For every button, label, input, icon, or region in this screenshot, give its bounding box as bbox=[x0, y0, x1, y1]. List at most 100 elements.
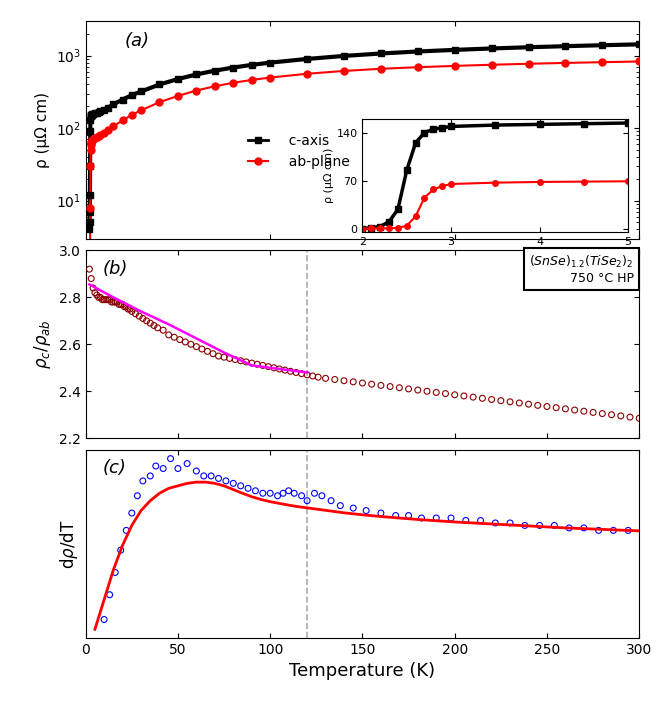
Point bbox=[403, 383, 414, 395]
Point bbox=[297, 490, 307, 501]
Point bbox=[597, 408, 608, 419]
Point bbox=[163, 329, 174, 341]
Point bbox=[198, 470, 209, 482]
Point bbox=[191, 465, 202, 477]
Point bbox=[134, 311, 144, 322]
Point bbox=[224, 353, 235, 364]
Point bbox=[486, 394, 497, 405]
Point bbox=[326, 495, 336, 506]
Point bbox=[335, 500, 345, 511]
Point bbox=[348, 376, 358, 388]
Point bbox=[138, 313, 148, 324]
Point bbox=[169, 332, 179, 343]
Point bbox=[606, 409, 617, 421]
Point bbox=[519, 520, 530, 531]
Point bbox=[477, 393, 488, 404]
Point bbox=[99, 614, 109, 625]
Point bbox=[92, 290, 102, 301]
Point bbox=[121, 525, 132, 536]
Point bbox=[449, 389, 460, 400]
Point bbox=[110, 297, 121, 308]
Point bbox=[110, 567, 121, 578]
Point bbox=[141, 315, 152, 327]
Point bbox=[127, 508, 137, 519]
Point bbox=[579, 406, 589, 417]
Point bbox=[158, 325, 169, 336]
Point bbox=[250, 485, 261, 496]
Point bbox=[119, 301, 130, 313]
Point bbox=[514, 397, 525, 409]
Point bbox=[490, 517, 501, 529]
Point bbox=[623, 525, 633, 536]
Point bbox=[86, 273, 96, 284]
Text: $(SnSe)_{1.2}(TiSe_2)_2$
750 °C HP: $(SnSe)_{1.2}(TiSe_2)_2$ 750 °C HP bbox=[529, 254, 634, 285]
Point bbox=[376, 508, 386, 519]
X-axis label: Temperature (K): Temperature (K) bbox=[289, 662, 436, 681]
Legend:   c-axis,   ab-plane: c-axis, ab-plane bbox=[242, 128, 355, 175]
Point bbox=[196, 343, 207, 355]
Point bbox=[95, 292, 105, 303]
Point bbox=[243, 483, 253, 494]
Point bbox=[560, 403, 571, 414]
Point bbox=[130, 308, 141, 320]
Point bbox=[117, 299, 128, 310]
Point bbox=[549, 520, 559, 531]
Point bbox=[221, 475, 231, 486]
Point bbox=[235, 355, 246, 367]
Point bbox=[416, 512, 427, 524]
Point bbox=[150, 461, 161, 472]
Point bbox=[468, 392, 478, 403]
Point bbox=[289, 488, 299, 499]
Point bbox=[459, 390, 469, 402]
Point bbox=[145, 318, 156, 329]
Point bbox=[115, 299, 126, 310]
Point bbox=[186, 339, 196, 350]
Point bbox=[431, 512, 442, 524]
Point bbox=[152, 322, 163, 334]
Point bbox=[125, 304, 135, 315]
Point bbox=[263, 361, 273, 372]
Point bbox=[616, 410, 626, 421]
Point bbox=[475, 515, 486, 526]
Point bbox=[593, 525, 604, 536]
Point bbox=[208, 348, 218, 360]
Point bbox=[90, 287, 100, 298]
Point bbox=[309, 488, 320, 499]
Point bbox=[348, 503, 358, 514]
Point bbox=[113, 299, 124, 310]
Point bbox=[206, 470, 216, 482]
Point bbox=[496, 395, 506, 407]
Point bbox=[431, 387, 442, 398]
Point bbox=[302, 495, 312, 506]
Point bbox=[258, 360, 268, 371]
Point bbox=[291, 367, 301, 378]
Point bbox=[532, 400, 543, 411]
Point bbox=[272, 490, 283, 501]
Point bbox=[228, 478, 239, 489]
Point bbox=[269, 362, 279, 374]
Point bbox=[320, 373, 331, 384]
Point bbox=[579, 522, 589, 533]
Point bbox=[101, 294, 111, 306]
Point bbox=[214, 350, 224, 362]
Point bbox=[534, 520, 545, 531]
Point bbox=[149, 320, 159, 331]
Point bbox=[97, 294, 107, 306]
Point bbox=[366, 379, 377, 390]
Point bbox=[278, 488, 289, 499]
Point bbox=[394, 382, 405, 393]
Point bbox=[403, 510, 414, 521]
Point bbox=[313, 372, 324, 383]
Point bbox=[422, 386, 432, 397]
Point bbox=[115, 545, 126, 556]
Point bbox=[138, 475, 148, 486]
Point bbox=[385, 381, 395, 392]
Point bbox=[390, 510, 401, 521]
Point bbox=[316, 490, 327, 501]
Point bbox=[99, 294, 109, 306]
Point bbox=[297, 368, 307, 379]
Point bbox=[413, 384, 423, 395]
Text: (a): (a) bbox=[125, 32, 150, 50]
Y-axis label: $\rho_c/\rho_{ab}$: $\rho_c/\rho_{ab}$ bbox=[32, 320, 53, 369]
Point bbox=[230, 354, 241, 365]
